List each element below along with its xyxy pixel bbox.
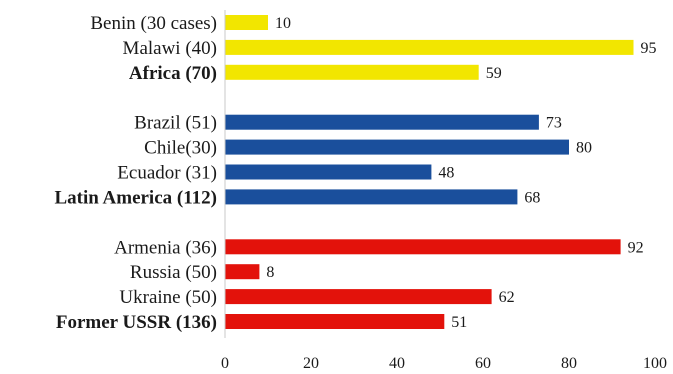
x-tick-label: 40 xyxy=(389,355,405,372)
category-label: Malawi (40) xyxy=(123,38,217,59)
category-label: Ecuador (31) xyxy=(117,163,217,184)
bar xyxy=(225,114,539,130)
data-label: 92 xyxy=(628,239,644,256)
bar xyxy=(225,239,621,255)
data-label: 8 xyxy=(266,264,274,281)
data-label: 68 xyxy=(524,189,540,206)
category-labels: Benin (30 cases) Malawi (40) Africa (70) Br… xyxy=(54,13,217,333)
category-label: Brazil (51) xyxy=(134,113,217,134)
data-label: 95 xyxy=(641,40,657,57)
bar xyxy=(225,15,268,30)
x-tick-label: 0 xyxy=(221,355,229,372)
bar xyxy=(225,314,445,329)
data-label: 59 xyxy=(486,65,502,82)
value-labels: 10 95 59 73 80 48 68 92 8 62 51 xyxy=(266,15,656,331)
bar xyxy=(225,139,569,155)
category-label: Former USSR (136) xyxy=(56,312,217,333)
data-label: 10 xyxy=(275,15,291,32)
bars-layer xyxy=(225,15,634,329)
category-label: Armenia (36) xyxy=(114,237,217,258)
category-label: Chile(30) xyxy=(144,138,217,159)
x-tick-label: 80 xyxy=(561,355,577,372)
bar xyxy=(225,164,432,180)
data-label: 80 xyxy=(576,140,592,157)
x-tick-label: 100 xyxy=(643,355,667,372)
category-label: Ukraine (50) xyxy=(119,287,217,308)
bar xyxy=(225,64,479,80)
data-label: 62 xyxy=(499,289,515,306)
x-tick-label: 60 xyxy=(475,355,491,372)
axis-layer: 0 20 40 60 80 100 xyxy=(221,10,667,372)
bar xyxy=(225,289,492,305)
data-label: 51 xyxy=(451,314,467,331)
category-label: Africa (70) xyxy=(129,63,217,84)
bar xyxy=(225,264,260,280)
data-label: 73 xyxy=(546,115,562,132)
bar xyxy=(225,189,518,205)
bar xyxy=(225,39,634,55)
category-label: Latin America (112) xyxy=(54,187,217,208)
data-label: 48 xyxy=(438,165,454,182)
category-label: Russia (50) xyxy=(130,262,217,283)
x-tick-label: 20 xyxy=(303,355,319,372)
category-label: Benin (30 cases) xyxy=(90,13,217,34)
